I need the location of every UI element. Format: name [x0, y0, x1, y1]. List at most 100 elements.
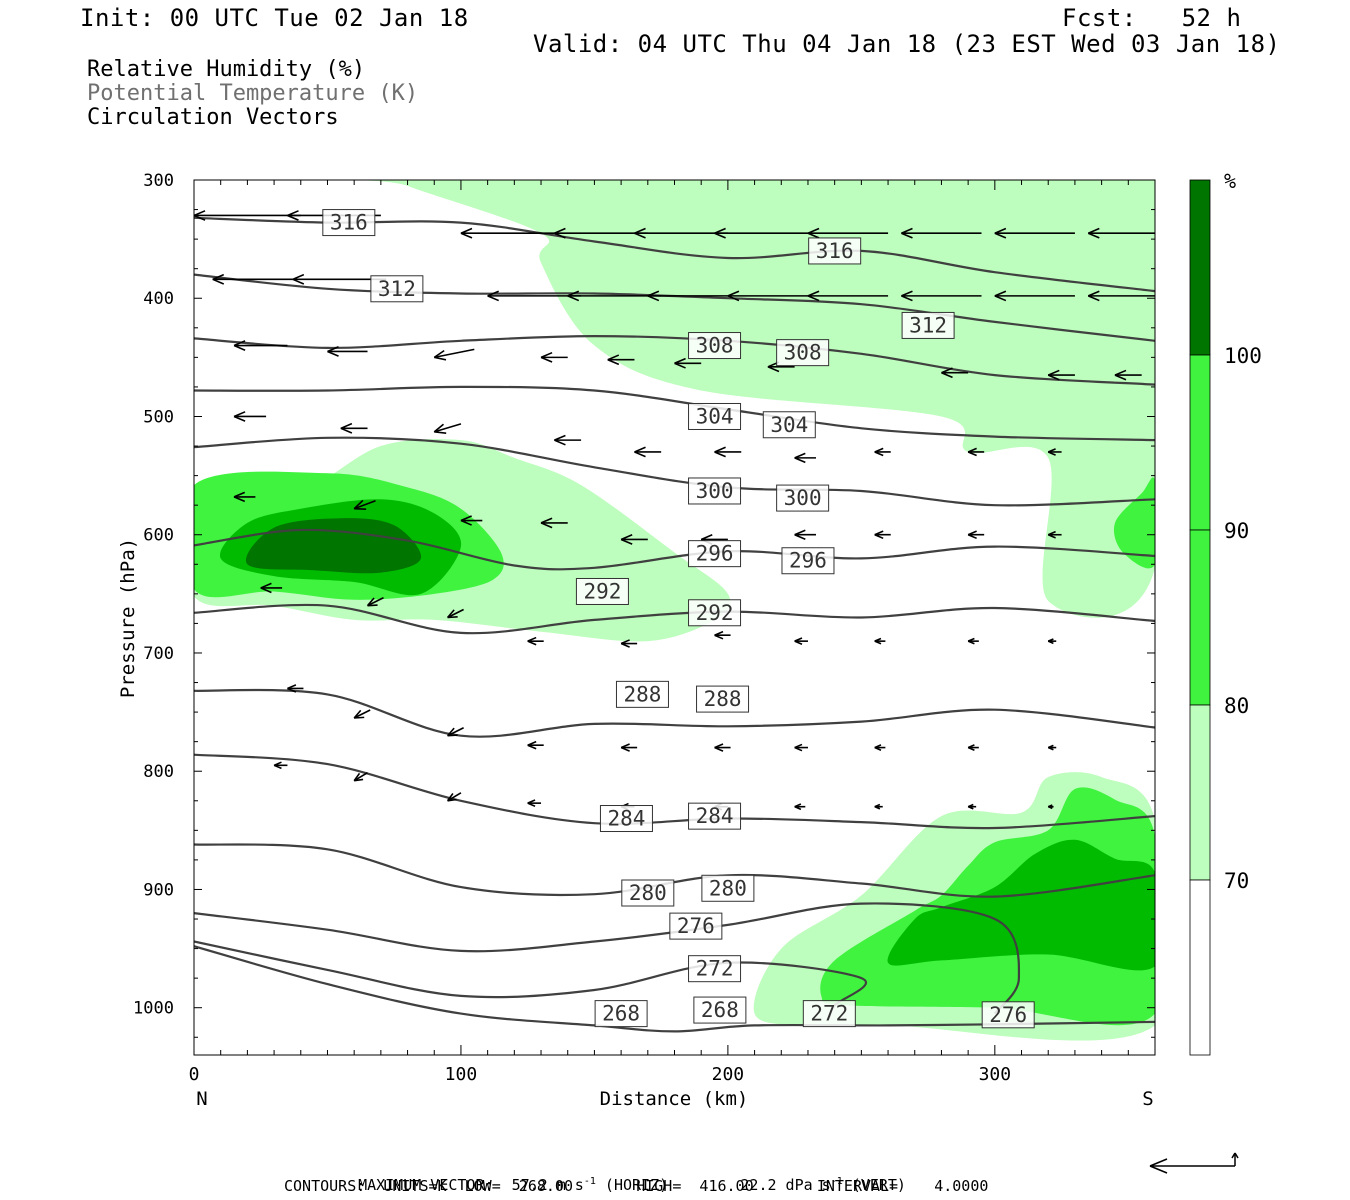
- reference-vector-icon: [1149, 1152, 1239, 1174]
- circulation-vector: [527, 799, 542, 807]
- colorbar-swatch: [1189, 529, 1211, 706]
- svg-text:284: 284: [696, 804, 734, 828]
- svg-text:292: 292: [696, 601, 734, 625]
- svg-text:304: 304: [696, 404, 734, 428]
- circulation-vector: [794, 529, 816, 540]
- y-tick-label: 700: [143, 644, 174, 664]
- contour-label-312: 312: [370, 275, 424, 303]
- svg-text:296: 296: [789, 549, 827, 573]
- circulation-vector: [967, 447, 985, 457]
- theta-contour-272: [194, 940, 867, 1018]
- circulation-vector: [527, 740, 544, 750]
- colorbar-swatch: [1189, 879, 1211, 1056]
- contour-label-268: 268: [693, 996, 747, 1024]
- circulation-vector: [647, 290, 728, 302]
- circulation-vector: [353, 709, 371, 719]
- contour-label-292: 292: [688, 599, 742, 627]
- svg-text:268: 268: [701, 998, 739, 1022]
- circulation-vector: [874, 447, 891, 457]
- circulation-vector: [874, 803, 883, 810]
- circulation-vector: [194, 210, 301, 221]
- circulation-vector: [1047, 530, 1062, 539]
- circulation-vector: [794, 743, 808, 752]
- circulation-vector: [807, 290, 889, 302]
- svg-text:272: 272: [810, 1002, 848, 1026]
- rh-region-90-7: [887, 839, 1155, 971]
- svg-text:280: 280: [629, 881, 667, 905]
- svg-text:268: 268: [602, 1002, 640, 1026]
- circulation-vector: [460, 515, 483, 526]
- legend-circulation-vectors: Circulation Vectors: [87, 105, 339, 130]
- contour-label-308: 308: [776, 339, 830, 367]
- horiz-tag: (HORIZ): [604, 1176, 669, 1194]
- y-axis-label: Pressure (hPa): [117, 538, 139, 698]
- x-tick-label: 300: [979, 1064, 1012, 1085]
- contour-label-304: 304: [762, 411, 816, 439]
- theta-contour-268: [194, 945, 1155, 1033]
- contour-label-308: 308: [688, 332, 742, 360]
- circulation-vector: [620, 639, 638, 648]
- vert-exp: -1: [830, 1176, 843, 1187]
- circulation-vector: [366, 596, 384, 607]
- x-tick-label: 0: [189, 1064, 200, 1085]
- circulation-vector: [634, 227, 728, 239]
- max-vector-line: MAXIMUM VECTOR: 57.2 m s -1 (HORIZ) 22.2 …: [340, 1158, 906, 1194]
- circulation-vector: [941, 367, 969, 379]
- circulation-vector: [327, 346, 368, 357]
- svg-text:308: 308: [784, 341, 822, 365]
- circulation-vector: [1114, 369, 1142, 381]
- y-tick-label: 1000: [133, 999, 174, 1019]
- svg-text:300: 300: [784, 486, 822, 510]
- contour-label-292: 292: [575, 577, 629, 605]
- circulation-vector: [233, 411, 267, 422]
- x-axis-label: Distance (km): [600, 1088, 749, 1110]
- theta-contour-300: [194, 436, 1155, 507]
- circulation-vector: [727, 290, 808, 302]
- circulation-vector: [273, 761, 288, 770]
- init-time: Init: 00 UTC Tue 02 Jan 18: [80, 4, 469, 32]
- circulation-vector: [433, 423, 462, 434]
- circulation-vector: [874, 530, 891, 540]
- max-vector-label: MAXIMUM VECTOR:: [358, 1176, 494, 1194]
- circulation-vector: [714, 227, 808, 239]
- theta-contour-304: [194, 385, 1155, 442]
- theta-contour-296: [194, 528, 1155, 571]
- x-right-end-label: S: [1142, 1088, 1153, 1110]
- circulation-vector: [353, 771, 368, 782]
- x-tick-label: 200: [712, 1064, 745, 1085]
- svg-text:288: 288: [704, 687, 742, 711]
- circulation-vector: [433, 348, 475, 361]
- circulation-vector: [674, 357, 702, 369]
- circulation-vector: [554, 434, 582, 446]
- theta-contour-layer: [194, 216, 1155, 1033]
- contour-label-288: 288: [696, 685, 750, 713]
- x-tick-label: 100: [445, 1064, 478, 1085]
- rh-region-100-8: [245, 518, 422, 574]
- svg-text:312: 312: [909, 313, 947, 337]
- circulation-vector: [1047, 369, 1075, 381]
- circulation-vector: [967, 744, 979, 751]
- circulation-vector: [714, 446, 742, 458]
- vert-max-value: 22.2 dPa s: [740, 1176, 831, 1194]
- circulation-vector: [620, 534, 648, 545]
- circulation-vector: [1047, 804, 1054, 810]
- contour-label-276: 276: [981, 1001, 1035, 1029]
- circulation-vector: [794, 637, 808, 646]
- theta-contour-308: [194, 334, 1155, 386]
- horiz-max-value: 57.2 m s: [511, 1176, 584, 1194]
- circulation-vector: [967, 530, 985, 540]
- colorbar-swatch: [1189, 354, 1211, 531]
- y-tick-label: 800: [143, 762, 174, 782]
- svg-text:308: 308: [696, 334, 734, 358]
- circulation-vector: [874, 744, 886, 751]
- valid-time: Valid: 04 UTC Thu 04 Jan 18 (23 EST Wed …: [533, 30, 1281, 58]
- y-tick-label: 500: [143, 407, 174, 427]
- circulation-vector: [567, 290, 662, 302]
- colorbar: 100 90 80 70: [1189, 179, 1262, 1056]
- circulation-vector: [714, 630, 731, 640]
- contour-label-296: 296: [781, 547, 835, 575]
- circulation-vector: [1047, 744, 1057, 751]
- circulation-vector: [540, 351, 568, 363]
- contour-label-300: 300: [776, 484, 830, 512]
- svg-text:272: 272: [696, 957, 734, 981]
